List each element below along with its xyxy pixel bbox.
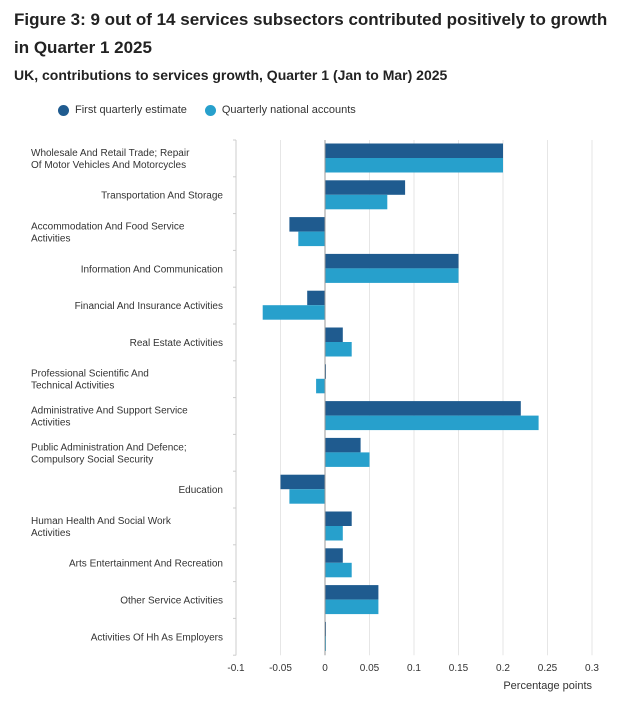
bar bbox=[307, 290, 325, 306]
bar bbox=[289, 489, 325, 504]
category-label: Financial And Insurance Activities bbox=[75, 301, 223, 312]
legend-swatch-national-accounts bbox=[204, 104, 216, 116]
legend-item-national-accounts[interactable]: Quarterly national accounts bbox=[204, 104, 356, 116]
page-title: Figure 3: 9 out of 14 services subsector… bbox=[14, 10, 608, 57]
bar bbox=[325, 511, 352, 526]
bar bbox=[325, 342, 352, 357]
category-label: Transportation And Storage bbox=[101, 191, 223, 202]
category-label: Arts Entertainment And Recreation bbox=[69, 559, 223, 570]
x-tick-label: 0.15 bbox=[449, 663, 469, 674]
bar bbox=[325, 562, 352, 578]
legend-item-first-estimate[interactable]: First quarterly estimate bbox=[58, 104, 187, 116]
bar bbox=[325, 143, 503, 158]
category-label: Activities Of Hh As Employers bbox=[91, 632, 223, 643]
category-label: Other Service Activities bbox=[120, 596, 223, 607]
category-label: Public Administration And Defence; Compul… bbox=[31, 442, 187, 465]
x-axis-label: Percentage points bbox=[503, 680, 592, 692]
bar bbox=[325, 180, 406, 195]
legend-label-national-accounts: Quarterly national accounts bbox=[221, 104, 356, 116]
chart-legend: First quarterly estimate Quarterly natio… bbox=[58, 104, 356, 116]
x-tick-label: 0 bbox=[322, 663, 328, 674]
x-tick-label: 0.1 bbox=[407, 663, 421, 674]
bar bbox=[325, 548, 343, 563]
x-tick-label: 0.05 bbox=[360, 663, 380, 674]
bar bbox=[325, 158, 503, 173]
category-label: Administrative And Support Service Activi… bbox=[31, 406, 188, 429]
bar bbox=[325, 452, 370, 467]
chart-subtitle: UK, contributions to services growth, Qu… bbox=[14, 67, 448, 83]
bar bbox=[262, 305, 325, 320]
x-tick-label: 0.2 bbox=[496, 663, 510, 674]
legend-swatch-first-estimate bbox=[58, 104, 69, 116]
bar bbox=[325, 401, 521, 416]
bar bbox=[316, 378, 325, 394]
legend-label-first-estimate: First quarterly estimate bbox=[75, 104, 187, 116]
category-label: Education bbox=[179, 485, 223, 496]
bar bbox=[289, 217, 325, 232]
bar bbox=[325, 585, 379, 600]
bar bbox=[298, 231, 325, 247]
bar bbox=[325, 526, 343, 541]
category-label: Accommodation And Food Service Activities bbox=[31, 222, 185, 245]
bar bbox=[325, 415, 539, 431]
x-tick-label: 0.3 bbox=[585, 663, 599, 674]
category-label: Professional Scientific And Technical Act… bbox=[31, 369, 149, 392]
category-label: Real Estate Activities bbox=[130, 338, 223, 349]
category-label: Human Health And Social Work Activities bbox=[31, 516, 172, 539]
bar bbox=[325, 599, 379, 615]
x-tick-label: 0.25 bbox=[538, 663, 558, 674]
bar bbox=[325, 194, 388, 210]
bar bbox=[280, 474, 325, 490]
x-tick-label: -0.05 bbox=[269, 663, 292, 674]
category-label: Information And Communication bbox=[81, 264, 223, 275]
bar bbox=[325, 327, 343, 342]
bar bbox=[325, 268, 459, 283]
bar bbox=[325, 253, 459, 269]
x-tick-label: -0.1 bbox=[227, 663, 245, 674]
bar bbox=[325, 437, 361, 453]
category-label: Wholesale And Retail Trade; Repair Of Mot… bbox=[31, 148, 190, 171]
